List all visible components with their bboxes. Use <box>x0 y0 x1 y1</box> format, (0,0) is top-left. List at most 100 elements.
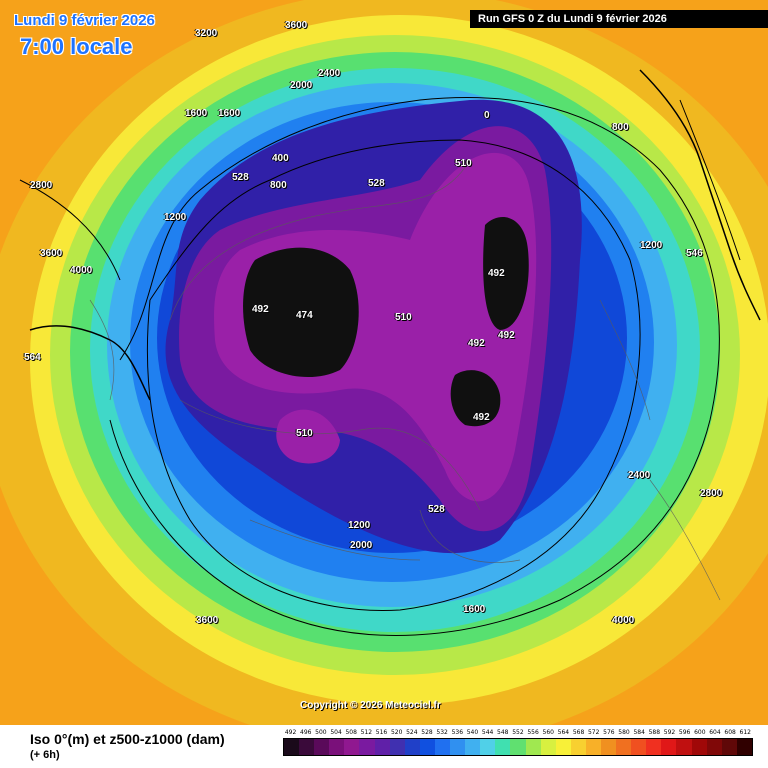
contour-label: 492 <box>498 330 515 341</box>
scale-tick-label: 520 <box>390 729 403 736</box>
contour-label: 2800 <box>700 488 723 499</box>
scale-tick-label: 516 <box>375 729 388 736</box>
contour-label: 564 <box>24 352 41 363</box>
contour-label: 528 <box>232 172 249 183</box>
scale-swatch <box>570 739 586 755</box>
scale-swatch <box>646 739 662 755</box>
scale-swatch <box>299 739 315 755</box>
scale-swatch <box>419 739 435 755</box>
legend-panel: Iso 0°(m) et z500-z1000 (dam) (+ 6h) 492… <box>0 725 768 768</box>
contour-label: 510 <box>395 312 412 323</box>
scale-tick-label: 564 <box>557 729 570 736</box>
scale-tick-label: 540 <box>466 729 479 736</box>
scale-tick-label: 584 <box>633 729 645 736</box>
scale-bar <box>283 738 753 756</box>
forecast-time: 7:00 locale <box>20 34 133 59</box>
contour-label: 1600 <box>185 108 208 119</box>
scale-tick-label: 492 <box>284 729 297 736</box>
contour-label: 528 <box>368 178 385 189</box>
scale-swatch <box>389 739 405 755</box>
contour-label: 400 <box>272 153 289 164</box>
scale-swatch <box>450 739 466 755</box>
scale-swatch <box>404 739 420 755</box>
run-banner: Run GFS 0 Z du Lundi 9 février 2026 <box>470 10 768 28</box>
scale-swatch <box>706 739 722 755</box>
scale-tick-label: 548 <box>497 729 509 736</box>
contour-label: 3600 <box>285 20 308 31</box>
scale-swatch <box>600 739 617 755</box>
legend-subtitle: (+ 6h) <box>30 749 60 761</box>
legend-title: Iso 0°(m) et z500-z1000 (dam) <box>30 731 225 747</box>
contour-label: 2400 <box>628 470 651 481</box>
contour-label: 3200 <box>195 28 218 39</box>
scale-tick-label: 512 <box>360 729 373 736</box>
scale-tick-label: 580 <box>618 729 630 736</box>
scale-tick-label: 592 <box>663 729 676 736</box>
scale-tick-label: 556 <box>527 729 539 736</box>
scale-swatch <box>495 739 511 755</box>
scale-swatch <box>661 739 677 755</box>
scale-tick-label: 496 <box>300 729 312 736</box>
contour-label: 800 <box>612 122 629 133</box>
contour-label: 3600 <box>40 248 63 259</box>
scale-swatch <box>434 739 451 755</box>
scale-tick-label: 544 <box>481 729 494 736</box>
scale-tick-label: 604 <box>709 729 721 736</box>
scale-swatch <box>691 739 707 755</box>
forecast-date: Lundi 9 février 2026 <box>14 12 155 29</box>
map-field <box>0 0 768 725</box>
scale-swatch <box>585 739 601 755</box>
scale-tick-label: 568 <box>572 729 585 736</box>
contour-label: 528 <box>428 504 445 515</box>
scale-tick-label: 576 <box>603 729 615 736</box>
scale-tick-label: 504 <box>330 729 342 736</box>
contour-label: 492 <box>488 268 505 279</box>
contour-label: 2800 <box>30 180 53 191</box>
contour-label: 492 <box>468 338 485 349</box>
contour-label: 474 <box>296 310 313 321</box>
scale-tick-label: 552 <box>512 729 524 736</box>
scale-swatch <box>616 739 632 755</box>
contour-label: 0 <box>484 110 490 121</box>
scale-tick-label: 532 <box>436 729 448 736</box>
contour-label: 510 <box>455 158 472 169</box>
scale-swatch <box>344 739 360 755</box>
scale-swatch <box>374 739 390 755</box>
scale-tick-label: 536 <box>451 729 464 736</box>
contour-label: 4000 <box>70 265 93 276</box>
scale-tick-label: 524 <box>406 729 418 736</box>
scale-tick-label: 612 <box>739 729 751 736</box>
contour-label: 2000 <box>290 80 313 91</box>
scale-swatch <box>329 739 345 755</box>
scale-swatch <box>555 739 571 755</box>
scale-swatch <box>480 739 496 755</box>
scale-tick-label: 588 <box>648 729 661 736</box>
contour-label: 492 <box>252 304 269 315</box>
scale-swatch <box>631 739 647 755</box>
scale-swatch <box>314 739 330 755</box>
contour-label: 510 <box>296 428 313 439</box>
copyright-notice: Copyright © 2026 Meteociel.fr <box>300 700 441 711</box>
scale-swatch <box>525 739 541 755</box>
scale-tick-label: 600 <box>694 729 706 736</box>
contour-label: 546 <box>686 248 703 259</box>
scale-swatch <box>721 739 737 755</box>
scale-swatch <box>676 739 692 755</box>
scale-tick-label: 596 <box>678 729 691 736</box>
scale-tick-label: 608 <box>724 729 736 736</box>
scale-swatch <box>465 739 481 755</box>
contour-label: 1200 <box>348 520 371 531</box>
contour-label: 2400 <box>318 68 341 79</box>
scale-swatch <box>359 739 375 755</box>
scale-tick-label: 508 <box>345 729 357 736</box>
contour-label: 2000 <box>350 540 373 551</box>
color-scale: 492 496 500 504 508 512 516 520 524 528 532 536 540 5… <box>283 729 753 763</box>
scale-tick-label: 572 <box>587 729 600 736</box>
scale-ticks: 492 496 500 504 508 512 516 520 524 528 532 536 540 5… <box>283 729 753 736</box>
weather-map: 3600 3200 3600 4000 2800 2400 2000 1600 … <box>0 0 768 725</box>
scale-swatch <box>540 739 556 755</box>
contour-label: 492 <box>473 412 490 423</box>
contour-label: 1600 <box>463 604 486 615</box>
scale-tick-label: 560 <box>542 729 554 736</box>
scale-tick-label: 528 <box>421 729 433 736</box>
